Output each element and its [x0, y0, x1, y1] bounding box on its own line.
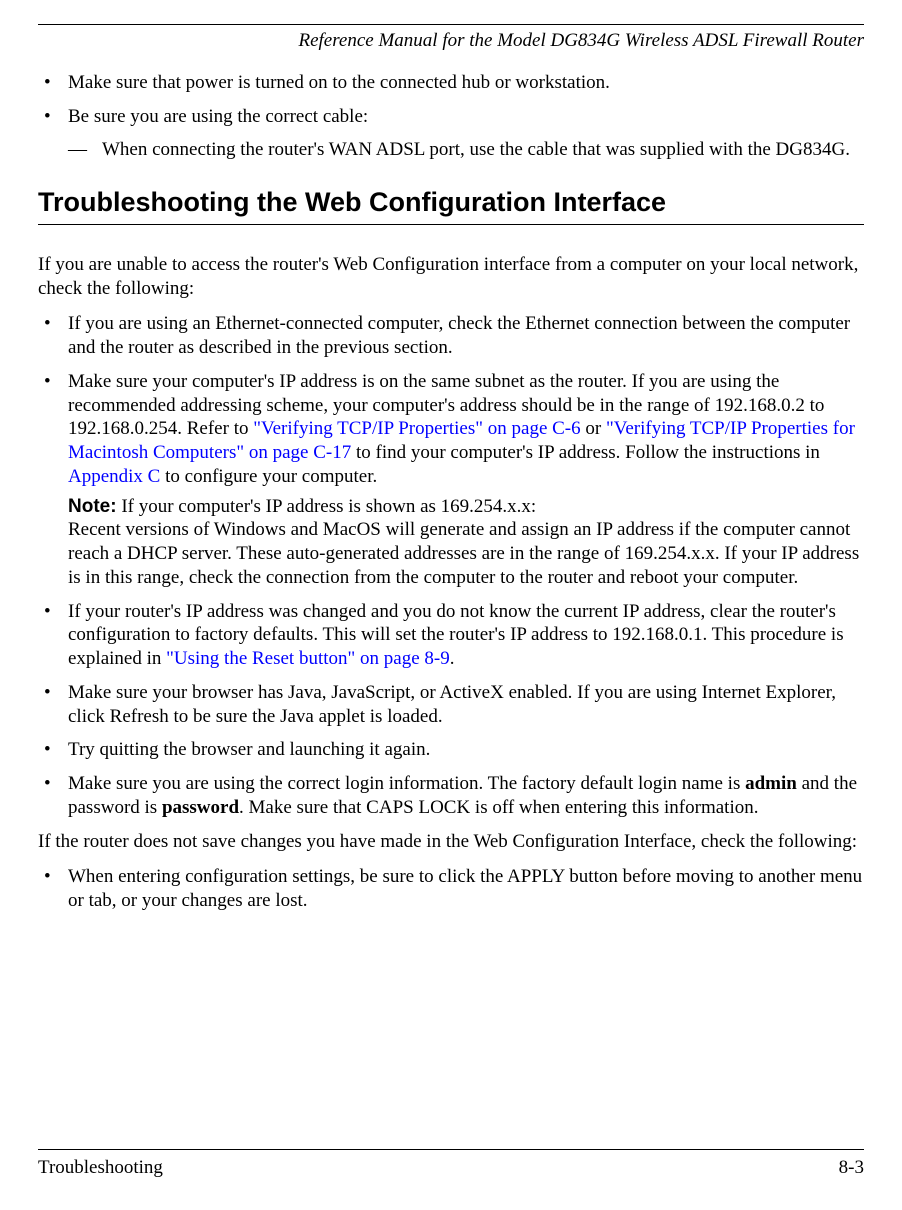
list-item: Make sure that power is turned on to the…: [38, 71, 864, 95]
bold-text: password: [162, 797, 239, 818]
intro-paragraph: If you are unable to access the router's…: [38, 253, 864, 301]
list-item: Be sure you are using the correct cable:…: [38, 105, 864, 163]
cross-ref-link[interactable]: "Verifying TCP/IP Properties" on page C-…: [253, 418, 580, 439]
list-item: If you are using an Ethernet-connected c…: [38, 312, 864, 360]
running-header: Reference Manual for the Model DG834G Wi…: [38, 29, 864, 53]
footer-row: Troubleshooting 8-3: [38, 1156, 864, 1180]
header-rule: [38, 24, 864, 25]
page-footer: Troubleshooting 8-3: [38, 1149, 864, 1180]
note-body: Recent versions of Windows and MacOS wil…: [68, 519, 859, 588]
text-run: . Make sure that CAPS LOCK is off when e…: [239, 797, 758, 818]
note-intro: If your computer's IP address is shown a…: [117, 496, 537, 517]
text-run: Make sure you are using the correct logi…: [68, 773, 745, 794]
cross-ref-link[interactable]: "Using the Reset button" on page 8-9: [166, 648, 450, 669]
note-block: Note: If your computer's IP address is s…: [68, 495, 864, 590]
list-item: When entering configuration settings, be…: [38, 865, 864, 913]
list-item: Make sure your computer's IP address is …: [38, 370, 864, 590]
text-run: to find your computer's IP address. Foll…: [351, 442, 820, 463]
section-rule: [38, 224, 864, 225]
main-bullet-list: If you are using an Ethernet-connected c…: [38, 312, 864, 819]
list-item: When connecting the router's WAN ADSL po…: [68, 138, 864, 162]
page-number: 8-3: [839, 1156, 864, 1180]
text-run: to configure your computer.: [160, 466, 377, 487]
list-item: Make sure your browser has Java, JavaScr…: [38, 681, 864, 729]
outro-bullet-list: When entering configuration settings, be…: [38, 865, 864, 913]
note-label: Note:: [68, 496, 117, 517]
dash-sublist: When connecting the router's WAN ADSL po…: [68, 138, 864, 162]
list-item: Try quitting the browser and launching i…: [38, 738, 864, 762]
document-page: Reference Manual for the Model DG834G Wi…: [0, 0, 902, 1210]
cross-ref-link[interactable]: Appendix C: [68, 466, 160, 487]
text-run: or: [581, 418, 606, 439]
bold-text: admin: [745, 773, 797, 794]
list-item: If your router's IP address was changed …: [38, 600, 864, 671]
outro-paragraph: If the router does not save changes you …: [38, 830, 864, 854]
list-item: Make sure you are using the correct logi…: [38, 772, 864, 820]
footer-rule: [38, 1149, 864, 1150]
footer-chapter: Troubleshooting: [38, 1156, 163, 1180]
section-heading: Troubleshooting the Web Configuration In…: [38, 186, 864, 220]
top-bullet-list: Make sure that power is turned on to the…: [38, 71, 864, 162]
list-item-text: Be sure you are using the correct cable:: [68, 106, 368, 127]
text-run: .: [450, 648, 455, 669]
